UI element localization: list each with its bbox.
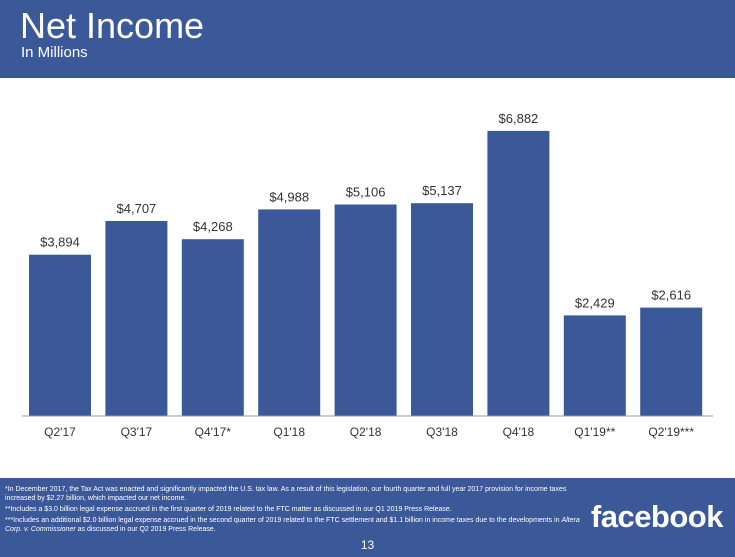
- value-label-5: $5,137: [422, 183, 462, 198]
- bar-0: [29, 254, 91, 416]
- bar-2: [181, 239, 244, 416]
- value-label-1: $4,707: [117, 201, 157, 216]
- value-label-0: $3,894: [40, 235, 80, 250]
- value-label-7: $2,429: [575, 295, 615, 310]
- footer-banner: *In December 2017, the Tax Act was enact…: [0, 478, 735, 557]
- bar-1: [105, 221, 168, 416]
- page-number: 13: [360, 538, 375, 552]
- bar-6: [487, 130, 550, 416]
- value-label-8: $2,616: [651, 288, 691, 303]
- footnote-ftc-q2-text-2: as discussed in our Q2 2019 Press Releas…: [75, 526, 216, 533]
- page-subtitle: In Millions: [21, 44, 88, 61]
- footnote-ftc-q2-text-1: ***Includes an additional $2.0 billion l…: [5, 517, 562, 524]
- footnote-tax-act: *In December 2017, the Tax Act was enact…: [5, 486, 567, 502]
- value-label-3: $4,988: [269, 189, 309, 204]
- header-banner: Net Income In Millions: [0, 0, 735, 78]
- footnote-case-name: Altera Corp. v. Commissioner: [5, 517, 580, 533]
- category-label-7: Q1'19**: [574, 425, 615, 439]
- facebook-logo: facebook: [590, 499, 724, 534]
- category-label-4: Q2'18: [350, 425, 382, 439]
- category-label-8: Q2'19***: [648, 425, 694, 439]
- category-label-1: Q3'17: [121, 425, 153, 439]
- category-label-2: Q4'17*: [195, 425, 232, 439]
- value-label-2: $4,268: [193, 219, 233, 234]
- bar-8: [640, 307, 703, 416]
- bar-7: [563, 315, 626, 416]
- category-label-6: Q4'18: [503, 425, 535, 439]
- category-label-3: Q1'18: [273, 425, 305, 439]
- footnote-ftc-q1: **Includes a $3.0 billion legal expense …: [5, 506, 452, 513]
- page-title: Net Income: [20, 5, 205, 46]
- net-income-bar-chart: $3,894 Q2'17 $4,707 Q3'17 $4,268 Q4'17* $4,988…: [22, 111, 713, 439]
- category-label-5: Q3'18: [426, 425, 458, 439]
- value-label-6: $6,882: [499, 111, 539, 126]
- value-label-4: $5,106: [346, 185, 386, 200]
- bar-3: [258, 209, 321, 416]
- footnotes: *In December 2017, the Tax Act was enact…: [5, 485, 580, 536]
- footnote-ftc-q2: ***Includes an additional $2.0 billion l…: [5, 516, 580, 534]
- category-label-0: Q2'17: [44, 425, 76, 439]
- bar-4: [334, 204, 397, 416]
- bar-5: [411, 203, 473, 416]
